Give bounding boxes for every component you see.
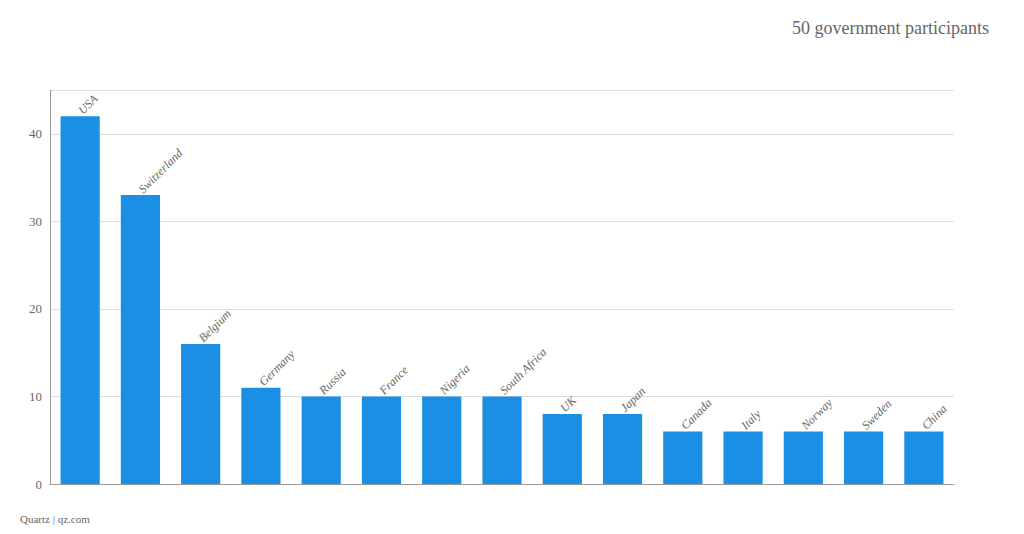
svg-text:Belgium: Belgium bbox=[196, 306, 234, 344]
svg-text:Russia: Russia bbox=[316, 365, 349, 398]
svg-text:Norway: Norway bbox=[798, 395, 836, 433]
svg-text:South Africa: South Africa bbox=[497, 345, 549, 397]
svg-text:USA: USA bbox=[75, 91, 101, 117]
svg-text:40: 40 bbox=[29, 126, 42, 141]
svg-text:30: 30 bbox=[29, 214, 42, 229]
svg-text:0: 0 bbox=[36, 477, 43, 492]
svg-text:Switzerland: Switzerland bbox=[135, 145, 186, 196]
svg-text:50 government participants: 50 government participants bbox=[792, 18, 989, 38]
svg-text:Japan: Japan bbox=[618, 384, 649, 415]
svg-text:Quartz | qz.com: Quartz | qz.com bbox=[20, 513, 90, 525]
svg-text:Sweden: Sweden bbox=[859, 397, 895, 433]
svg-text:UK: UK bbox=[557, 393, 579, 415]
svg-text:10: 10 bbox=[29, 389, 42, 404]
svg-text:Nigeria: Nigeria bbox=[436, 362, 473, 399]
svg-text:France: France bbox=[376, 363, 412, 399]
svg-text:China: China bbox=[919, 402, 950, 433]
svg-text:Italy: Italy bbox=[737, 407, 764, 434]
svg-text:Germany: Germany bbox=[256, 347, 298, 389]
svg-text:Canada: Canada bbox=[678, 396, 715, 433]
svg-text:20: 20 bbox=[29, 301, 42, 316]
